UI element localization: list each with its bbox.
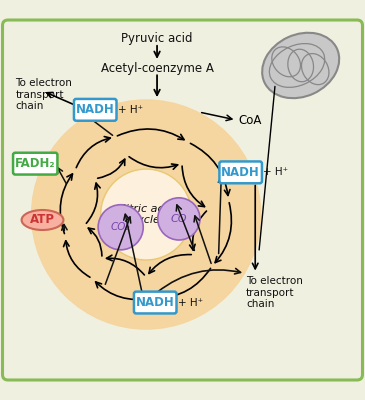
- Text: Acetyl-coenzyme A: Acetyl-coenzyme A: [101, 62, 214, 75]
- Text: CO: CO: [170, 214, 187, 224]
- Text: NADH: NADH: [221, 166, 260, 179]
- FancyBboxPatch shape: [13, 153, 57, 174]
- Circle shape: [158, 198, 200, 240]
- Ellipse shape: [262, 33, 339, 98]
- Text: To electron
transport
chain: To electron transport chain: [15, 78, 72, 111]
- Circle shape: [32, 100, 261, 329]
- Text: Pyruvic acid: Pyruvic acid: [121, 32, 193, 45]
- Text: To electron
transport
chain: To electron transport chain: [246, 276, 303, 309]
- Text: + H⁺: + H⁺: [178, 298, 203, 308]
- Circle shape: [98, 205, 143, 250]
- FancyBboxPatch shape: [3, 20, 362, 380]
- Text: ATP: ATP: [30, 214, 55, 226]
- Text: FADH₂: FADH₂: [15, 157, 55, 170]
- FancyBboxPatch shape: [219, 162, 262, 183]
- Ellipse shape: [22, 210, 64, 230]
- Text: Citric acid
cycle: Citric acid cycle: [118, 204, 174, 225]
- Circle shape: [101, 169, 192, 260]
- Text: NADH: NADH: [76, 103, 115, 116]
- Text: CO₂: CO₂: [111, 222, 130, 232]
- Text: + H⁺: + H⁺: [118, 105, 143, 115]
- FancyBboxPatch shape: [74, 99, 116, 121]
- FancyBboxPatch shape: [134, 292, 177, 314]
- Text: CoA: CoA: [239, 114, 262, 126]
- Text: NADH: NADH: [136, 296, 174, 309]
- Text: + H⁺: + H⁺: [264, 167, 288, 177]
